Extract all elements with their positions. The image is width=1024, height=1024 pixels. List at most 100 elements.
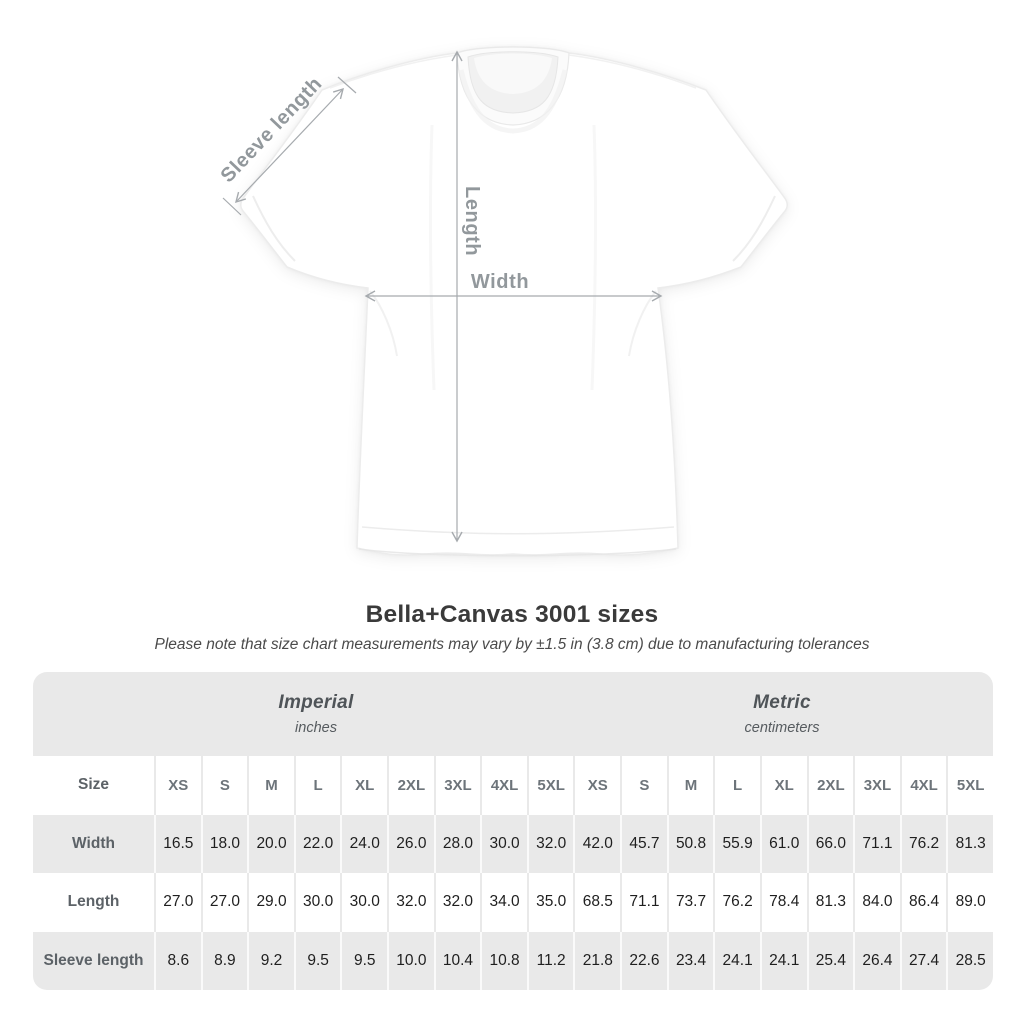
- imperial-unit: inches: [295, 720, 337, 736]
- value-cell: 25.4: [806, 931, 854, 990]
- size-cell: 4XL: [480, 756, 527, 815]
- size-cell: 4XL: [899, 756, 947, 815]
- row-label: Size: [77, 776, 109, 794]
- size-cell: M: [247, 756, 294, 815]
- sleeve-tick-top: [337, 76, 357, 94]
- value-cell: 34.0: [480, 873, 527, 932]
- value-cell: 30.0: [480, 814, 527, 873]
- size-table: Imperial inches Metric centimeters Size X…: [33, 672, 993, 990]
- size-table-rows: Size XS S M L XL 2XL 3XL 4XL 5XL XS S M L XL 2XL 3XL 4XL 5…: [33, 756, 993, 990]
- value-cell: 24.0: [340, 814, 387, 873]
- value-cell: 76.2: [713, 873, 760, 932]
- value-cell: 30.0: [293, 873, 341, 932]
- size-cell: XL: [340, 756, 387, 815]
- metric-group-header: Metric centimeters: [571, 672, 993, 736]
- value-cell: 30.0: [340, 873, 387, 932]
- value-cell: 84.0: [853, 873, 900, 932]
- value-cell: 29.0: [247, 873, 294, 932]
- value-cell: 71.1: [853, 814, 900, 873]
- size-cell: L: [293, 756, 341, 815]
- value-cell: 68.5: [573, 873, 620, 932]
- value-cell: 27.0: [200, 873, 248, 932]
- imperial-group-header: Imperial inches: [33, 672, 599, 736]
- metric-label: Metric: [753, 692, 811, 713]
- value-cell: 8.6: [154, 931, 201, 990]
- unit-group-header: Imperial inches Metric centimeters: [33, 672, 993, 756]
- size-cell: L: [713, 756, 760, 815]
- tshirt-diagram: Width Length Sleeve length: [217, 46, 788, 557]
- value-cell: 10.8: [480, 931, 527, 990]
- size-cell: 3XL: [433, 756, 481, 815]
- page-title: Bella+Canvas 3001 sizes: [365, 601, 659, 628]
- sleeve-tick-bottom: [222, 197, 242, 216]
- size-cell: XS: [154, 756, 201, 815]
- sleeve-length-arrow: [235, 87, 344, 204]
- value-cell: 45.7: [620, 814, 667, 873]
- value-cell: 32.0: [526, 814, 574, 873]
- value-cell: 22.6: [620, 931, 667, 990]
- value-cell: 24.1: [713, 931, 760, 990]
- value-cell: 26.4: [853, 931, 900, 990]
- value-cell: 71.1: [620, 873, 667, 932]
- value-cell: 89.0: [946, 873, 993, 932]
- size-cell: S: [200, 756, 248, 815]
- value-cell: 8.9: [200, 931, 248, 990]
- value-cell: 22.0: [293, 814, 341, 873]
- value-cell: 42.0: [573, 814, 620, 873]
- value-cell: 81.3: [806, 873, 854, 932]
- value-cell: 73.7: [666, 873, 714, 932]
- metric-unit: centimeters: [744, 720, 820, 736]
- tshirt-svg: Width Length Sleeve length: [217, 46, 788, 557]
- size-header-row: Size XS S M L XL 2XL 3XL 4XL 5XL XS S M L XL 2XL 3XL 4XL 5…: [33, 756, 993, 815]
- value-cell: 16.5: [154, 814, 201, 873]
- value-cell: 9.2: [247, 931, 294, 990]
- value-cell: 10.4: [433, 931, 481, 990]
- row-label: Width: [72, 834, 115, 852]
- value-cell: 28.5: [946, 931, 993, 990]
- size-cell: 5XL: [526, 756, 574, 815]
- value-cell: 35.0: [526, 873, 574, 932]
- value-cell: 21.8: [573, 931, 620, 990]
- value-cell: 23.4: [666, 931, 714, 990]
- size-cell: M: [666, 756, 714, 815]
- size-cell: 2XL: [387, 756, 434, 815]
- value-cell: 32.0: [433, 873, 481, 932]
- imperial-label: Imperial: [278, 692, 354, 713]
- value-cell: 28.0: [433, 814, 481, 873]
- value-cell: 86.4: [899, 873, 947, 932]
- value-cell: 20.0: [247, 814, 294, 873]
- size-cell: XS: [573, 756, 620, 815]
- row-label: Sleeve length: [43, 951, 144, 969]
- value-cell: 76.2: [899, 814, 947, 873]
- value-cell: 27.0: [154, 873, 201, 932]
- measurement-row: Length 27.0 27.0 29.0 30.0 30.0 32.0 32.0 34.0 35…: [33, 873, 993, 932]
- tolerance-note: Please note that size chart measurements…: [154, 636, 870, 653]
- row-label: Length: [67, 893, 120, 911]
- length-label: Length: [461, 186, 483, 256]
- value-cell: 26.0: [387, 814, 434, 873]
- measurement-row: Width 16.5 18.0 20.0 22.0 24.0 26.0 28.0 30.0 32.…: [33, 814, 993, 873]
- value-cell: 81.3: [946, 814, 993, 873]
- value-cell: 32.0: [387, 873, 434, 932]
- value-cell: 9.5: [293, 931, 341, 990]
- measurement-annotations: [222, 50, 663, 543]
- value-cell: 10.0: [387, 931, 434, 990]
- size-cell: 2XL: [806, 756, 854, 815]
- value-cell: 27.4: [899, 931, 947, 990]
- size-cell: 5XL: [946, 756, 993, 815]
- value-cell: 24.1: [759, 931, 807, 990]
- size-cell: 3XL: [853, 756, 900, 815]
- value-cell: 66.0: [806, 814, 854, 873]
- value-cell: 11.2: [526, 931, 574, 990]
- value-cell: 61.0: [759, 814, 807, 873]
- value-cell: 55.9: [713, 814, 760, 873]
- measurement-row: Sleeve length 8.6 8.9 9.2 9.5 9.5 10.0 10.4 10.8…: [33, 931, 993, 990]
- width-label: Width: [471, 271, 529, 293]
- size-cell: S: [620, 756, 667, 815]
- tshirt-illustration: [240, 46, 788, 557]
- value-cell: 9.5: [340, 931, 387, 990]
- size-cell: XL: [759, 756, 807, 815]
- value-cell: 78.4: [759, 873, 807, 932]
- value-cell: 50.8: [666, 814, 714, 873]
